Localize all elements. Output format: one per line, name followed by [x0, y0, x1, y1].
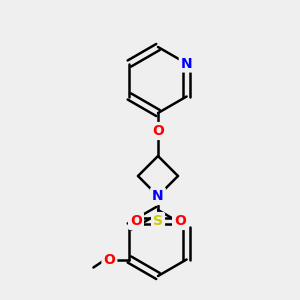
Text: S: S [153, 214, 163, 228]
Text: N: N [152, 189, 164, 203]
Text: O: O [152, 124, 164, 138]
Text: N: N [181, 56, 192, 70]
Text: O: O [174, 214, 186, 228]
Text: O: O [130, 214, 142, 228]
Text: O: O [103, 253, 116, 266]
